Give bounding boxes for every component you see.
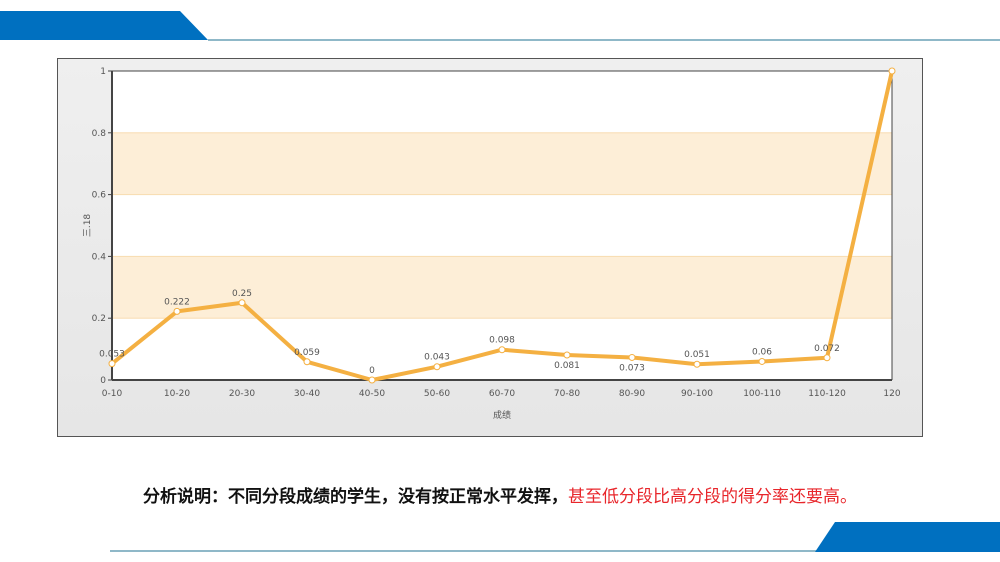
header-blue-tab <box>0 11 208 40</box>
x-tick-label: 50-60 <box>424 389 450 399</box>
caption-highlight: 甚至低分段比高分段的得分率还要高。 <box>568 487 857 507</box>
footer-decoration <box>110 522 1000 552</box>
footer-blue-tab <box>815 522 1000 552</box>
data-label: 0.222 <box>164 297 190 307</box>
plot-area <box>112 71 892 380</box>
y-axis-label: 三.18 <box>83 214 93 238</box>
y-tick-label: 1 <box>100 67 106 77</box>
y-tick-label: 0.4 <box>92 252 107 262</box>
data-label: 0.073 <box>619 363 645 373</box>
x-tick-label: 60-70 <box>489 389 515 399</box>
data-point <box>108 360 116 368</box>
data-point <box>433 363 441 371</box>
analysis-caption: 分析说明：不同分段成绩的学生，没有按正常水平发挥，甚至低分段比高分段的得分率还要… <box>0 482 1000 507</box>
header-decoration <box>0 11 1000 41</box>
data-point <box>888 67 896 75</box>
data-point <box>303 358 311 366</box>
data-label: 0.081 <box>554 361 580 371</box>
line-chart: 0 0.2 0.4 0.6 0.8 1 0-10 10-20 20-30 30-40 40-50 50… <box>83 67 901 421</box>
shaded-band <box>111 132 893 196</box>
data-label: 0.06 <box>752 347 772 357</box>
data-point <box>823 354 831 362</box>
x-tick-label: 40-50 <box>359 389 385 399</box>
data-point <box>758 357 766 365</box>
x-tick-label: 110-120 <box>808 389 846 399</box>
data-point <box>563 351 571 359</box>
x-tick-label: 30-40 <box>294 389 320 399</box>
data-point <box>368 376 376 384</box>
x-tick-label: 120 <box>883 389 900 399</box>
data-point <box>173 307 181 315</box>
data-label: 0.051 <box>684 350 710 360</box>
x-tick-label: 100-110 <box>743 389 781 399</box>
x-tick-label: 0-10 <box>102 389 123 399</box>
y-tick-label: 0.6 <box>92 191 107 201</box>
data-label: 0.072 <box>814 344 840 354</box>
x-tick-label: 80-90 <box>619 389 645 399</box>
x-tick-label: 20-30 <box>229 389 255 399</box>
data-label: 0.059 <box>294 348 320 358</box>
x-axis-label: 成绩 <box>493 409 511 421</box>
data-point <box>628 353 636 361</box>
data-label: 0.25 <box>232 289 252 299</box>
x-tick-label: 70-80 <box>554 389 580 399</box>
data-point <box>498 346 506 354</box>
data-label: 0.098 <box>489 336 515 346</box>
y-tick-label: 0 <box>100 376 106 386</box>
data-label: 0 <box>369 366 375 376</box>
data-point <box>693 360 701 368</box>
x-tick-label: 10-20 <box>164 389 190 399</box>
y-tick-label: 0.8 <box>92 129 107 139</box>
y-tick-label: 0.2 <box>92 314 106 324</box>
shaded-band <box>111 255 893 319</box>
data-label: 0.053 <box>99 350 125 360</box>
data-label: 0.043 <box>424 353 450 363</box>
data-point <box>238 299 246 307</box>
x-tick-label: 90-100 <box>681 389 713 399</box>
caption-text: 分析说明：不同分段成绩的学生，没有按正常水平发挥， <box>143 487 568 507</box>
